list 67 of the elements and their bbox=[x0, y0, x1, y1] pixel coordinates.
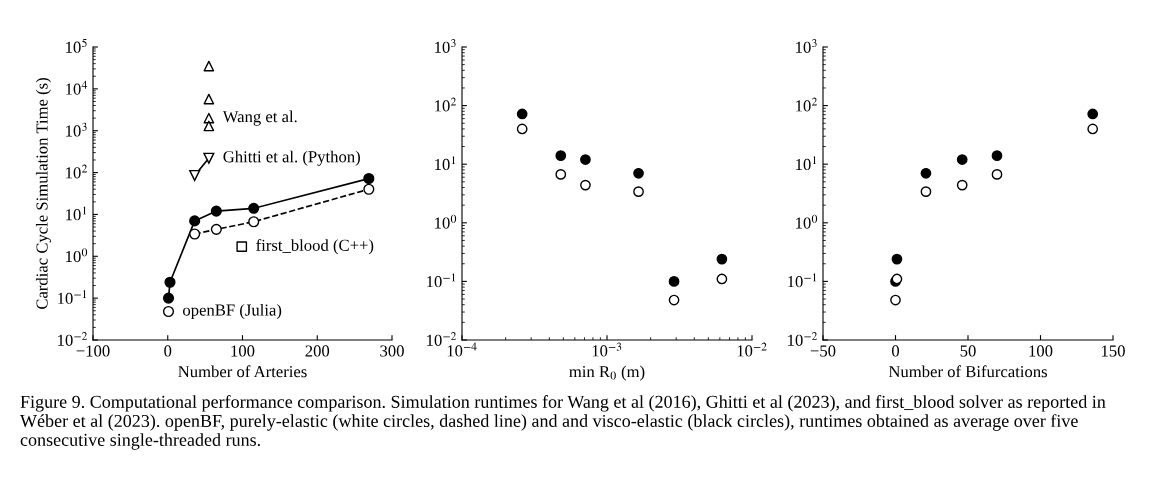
y-tick-label: 10$^{0}$ bbox=[796, 214, 818, 229]
y-tick-label: 10$^{2}$ bbox=[796, 97, 818, 112]
x-tick-label: −50 bbox=[810, 345, 836, 357]
point bbox=[236, 241, 248, 252]
y-tick-label: 10$^{2}$ bbox=[435, 97, 457, 112]
annotation: Wang et al. bbox=[222, 110, 297, 126]
y-tick-label: 10$^{−2}$ bbox=[58, 331, 88, 346]
point bbox=[991, 169, 1003, 180]
point bbox=[1087, 123, 1099, 135]
x-tick-label: 0 bbox=[164, 345, 172, 357]
x-tick-label: −100 bbox=[76, 345, 110, 357]
x-tick-label: 200 bbox=[305, 345, 330, 357]
x-axis-title: Number of Arteries bbox=[178, 365, 307, 378]
point bbox=[248, 216, 260, 228]
point bbox=[203, 152, 215, 164]
y-tick-label: 10$^{1}$ bbox=[796, 156, 817, 171]
y-tick-label: 10$^{−1}$ bbox=[427, 273, 456, 288]
point bbox=[891, 253, 903, 265]
y-tick-label: 10$^{1}$ bbox=[435, 156, 456, 171]
point bbox=[210, 223, 222, 235]
y-tick-label: 10$^{3}$ bbox=[796, 38, 817, 53]
annotation: first_blood (C++) bbox=[256, 239, 374, 255]
caption: Figure 9. Computational performance comparison. Simulation runtimes for Wang et al (2016), Ghitti et al (2023), and first_blood solver as reported in Wéber et al (2023). openBF, purely-elastic (white circles, dashed line) and and visco-elastic (black circles), runtimes obtained as average over five consecutive single-threaded runs. bbox=[20, 395, 1106, 450]
x-tick-label: 0 bbox=[891, 345, 900, 357]
y-tick-label: 10$^{1}$ bbox=[66, 206, 87, 221]
x-axis-title: min R$_{0}$ (m) bbox=[569, 365, 645, 381]
point bbox=[991, 150, 1003, 161]
point bbox=[1087, 108, 1099, 120]
point bbox=[890, 294, 901, 306]
y-tick-label: 10$^{3}$ bbox=[66, 122, 87, 137]
y-tick-label: 10$^{0}$ bbox=[435, 214, 457, 229]
point bbox=[956, 179, 968, 191]
point bbox=[203, 120, 215, 132]
y-tick-label: 10$^{3}$ bbox=[435, 38, 456, 53]
point bbox=[189, 215, 201, 227]
point bbox=[956, 154, 968, 165]
point bbox=[363, 183, 375, 195]
point bbox=[189, 169, 201, 182]
point bbox=[189, 228, 201, 240]
point bbox=[162, 292, 175, 304]
x-tick-label: 100 bbox=[1029, 345, 1053, 357]
point bbox=[920, 167, 932, 179]
x-tick-label: 300 bbox=[380, 345, 404, 357]
y-tick-label: 10$^{5}$ bbox=[66, 38, 87, 53]
point bbox=[363, 172, 375, 185]
point bbox=[248, 202, 260, 214]
x-tick-label: 100 bbox=[231, 345, 255, 357]
x-tick-label: 150 bbox=[1101, 345, 1125, 357]
point bbox=[203, 93, 215, 105]
x-tick-label: 10$^{−3}$ bbox=[592, 342, 622, 357]
point bbox=[162, 305, 175, 318]
y-tick-label: 10$^{−1}$ bbox=[788, 273, 817, 288]
x-axis-title: Number of Bifurcations bbox=[888, 365, 1048, 378]
y-tick-label: 10$^{−2}$ bbox=[788, 331, 818, 346]
y-axis-title: Cardiac Cycle Simulation Time (s) bbox=[35, 78, 52, 310]
y-tick-label: 10$^{4}$ bbox=[66, 80, 88, 95]
point bbox=[210, 205, 222, 217]
annotation: Ghitti et al. (Python) bbox=[223, 150, 360, 166]
point bbox=[920, 186, 932, 198]
x-tick-label: 50 bbox=[960, 345, 976, 357]
x-tick-label: 10$^{−2}$ bbox=[737, 342, 767, 357]
annotation: openBF (Julia) bbox=[183, 303, 282, 320]
point bbox=[164, 276, 176, 288]
point bbox=[203, 60, 215, 72]
y-tick-label: 10$^{0}$ bbox=[66, 248, 88, 263]
y-tick-label: 10$^{−1}$ bbox=[58, 290, 87, 305]
y-tick-label: 10$^{2}$ bbox=[66, 164, 88, 179]
